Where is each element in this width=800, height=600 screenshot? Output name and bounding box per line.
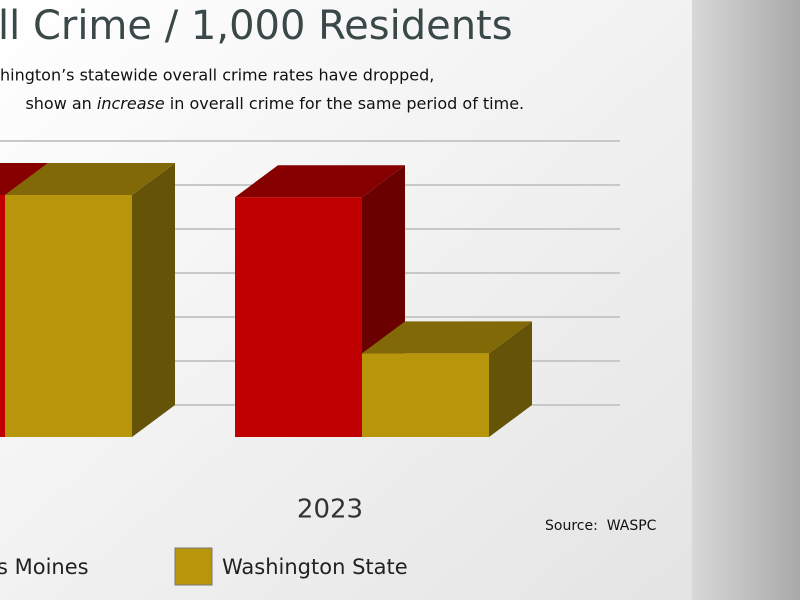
legend-swatch [174, 547, 213, 586]
x-tick-label: 2023 [297, 495, 363, 525]
subtitle-part: in overall crime for the same period of … [165, 94, 524, 113]
legend-label: Washington State [222, 555, 408, 579]
subtitle-line: show an increase in overall crime for th… [0, 94, 539, 113]
legend-label: s Moines [0, 555, 89, 579]
bar-front [0, 195, 5, 437]
bar-front [5, 195, 132, 437]
bar-side [489, 321, 532, 437]
side-panel [692, 0, 800, 600]
bar [235, 165, 405, 437]
bar-top [362, 321, 532, 354]
bar-front [362, 353, 489, 437]
bar-side [132, 163, 175, 437]
bar [5, 163, 175, 437]
plot: 22023 [0, 140, 620, 525]
bar-top [0, 163, 48, 195]
subtitle-part: show an [25, 94, 96, 113]
subtitle-emphasis: increase [97, 94, 165, 113]
bar [362, 321, 532, 437]
bar-top [235, 165, 405, 198]
bar-top [5, 163, 175, 195]
chart-title: ll Crime / 1,000 Residents [0, 3, 513, 49]
bar-front [235, 197, 362, 437]
source-note: Source: WASPC [545, 518, 657, 534]
subtitle-line: hington’s statewide overall crime rates … [0, 66, 434, 85]
